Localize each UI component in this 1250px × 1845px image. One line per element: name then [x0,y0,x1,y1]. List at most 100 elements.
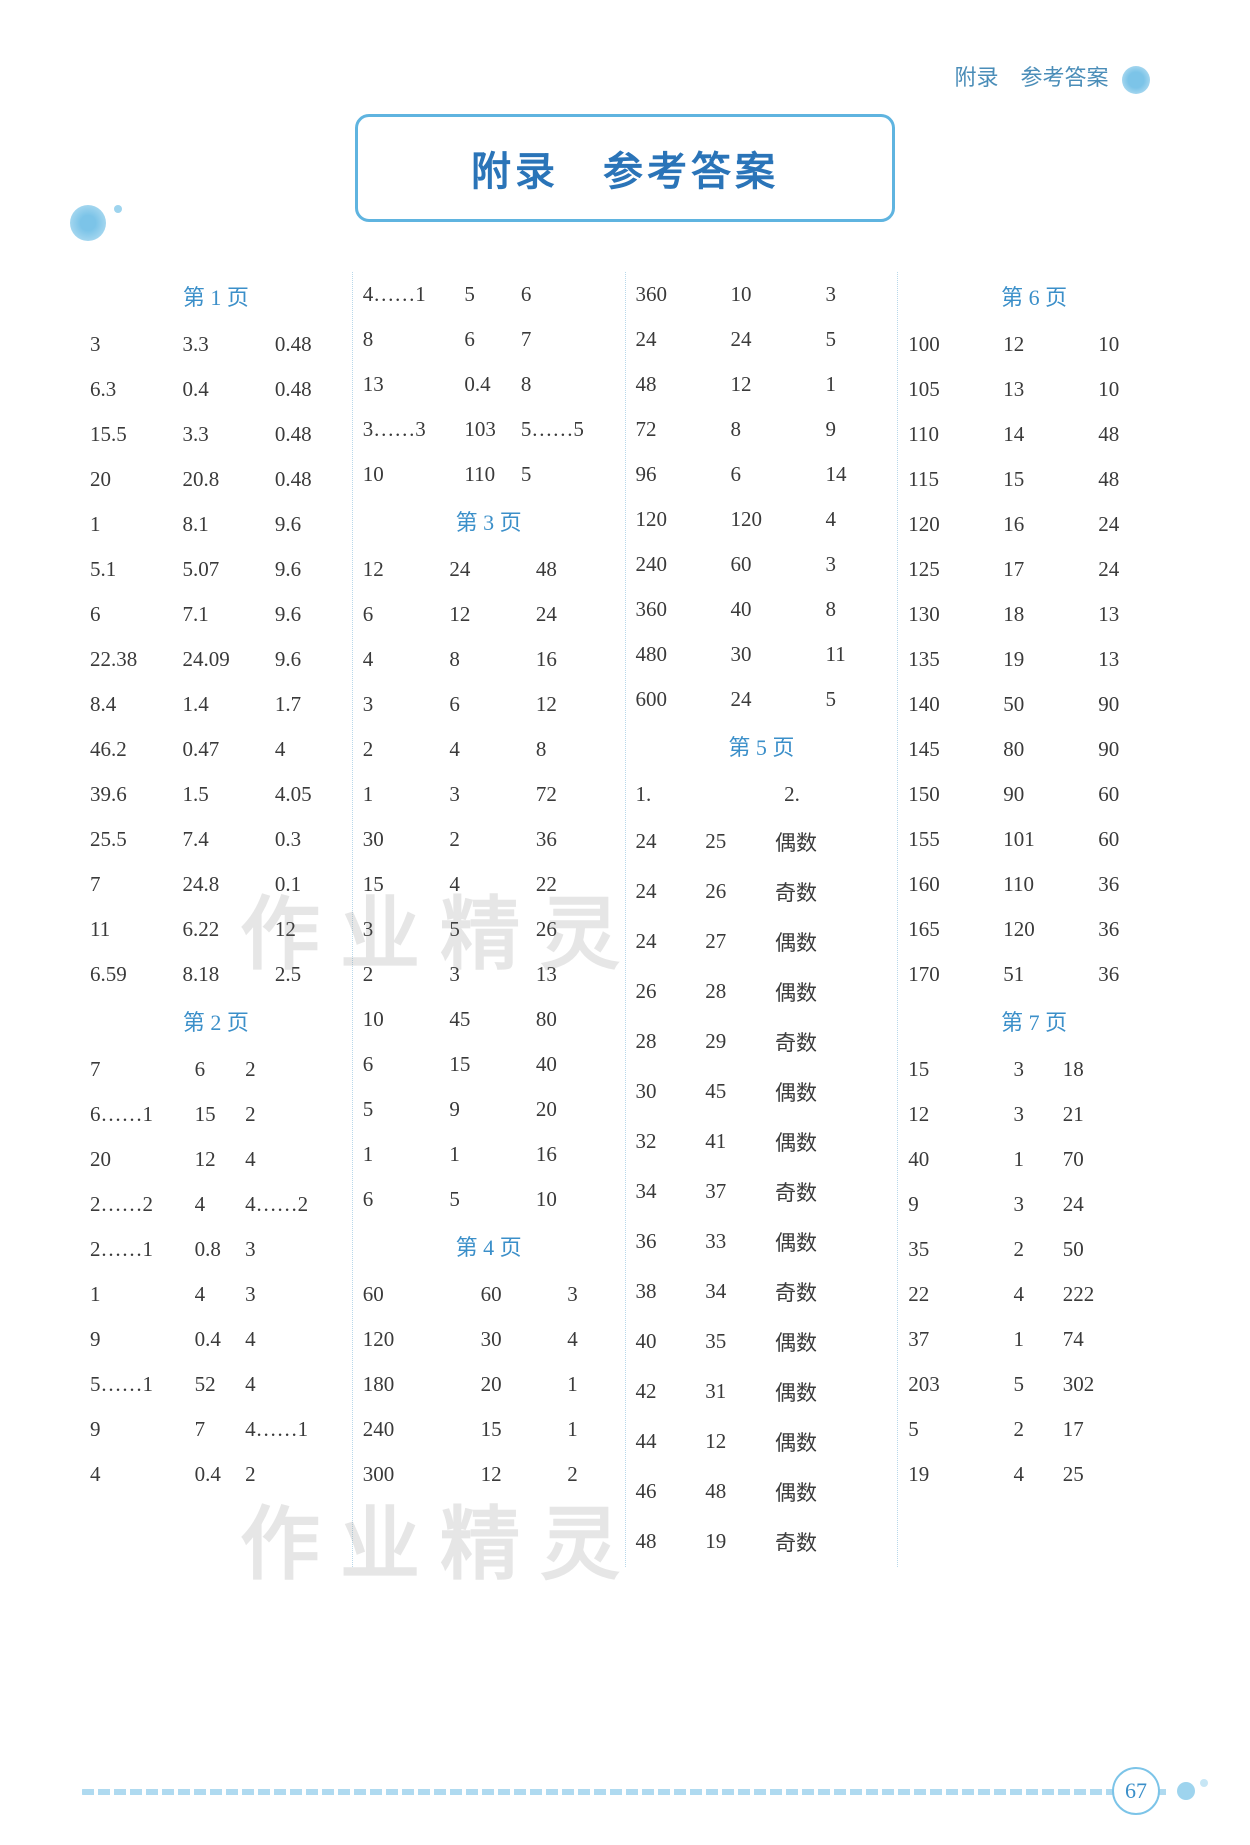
table-row: 2426奇数 [632,867,892,917]
table-page-7: 1531812321401709324352502242223717420353… [904,1047,1164,1497]
table-row: 61540 [359,1042,619,1087]
table-row: 35250 [904,1227,1164,1272]
table-page-5: 2425偶数2426奇数2427偶数2628偶数2829奇数3045偶数3241… [632,817,892,1567]
answer-cell: 25 [1059,1452,1164,1497]
answer-cell: 1 [563,1362,618,1407]
answer-cell: 0.4 [191,1452,241,1497]
table-row: 1351913 [904,637,1164,682]
table-row: 5217 [904,1407,1164,1452]
answer-cell: 240 [359,1407,477,1452]
answer-cell: 45 [445,997,532,1042]
answer-cell: 15 [999,457,1094,502]
answer-cell: 80 [532,997,619,1042]
table-row: 116.2212 [86,907,346,952]
table-row: 96614 [632,452,892,497]
table-row: 67.19.6 [86,592,346,637]
answer-cell: 7 [191,1407,241,1452]
column-2: 4……156867130.483……31035……5101105 第 3 页 1… [352,272,625,1567]
answer-cell: 48 [1094,457,1164,502]
answer-cell: 2 [241,1452,346,1497]
answer-cell: 奇数 [771,1167,891,1217]
answer-cell: 12 [532,682,619,727]
answer-cell: 300 [359,1452,477,1497]
table-row: 3633偶数 [632,1217,892,1267]
answer-cell: 28 [632,1017,702,1067]
table-row: 180201 [359,1362,619,1407]
answer-cell: 48 [532,547,619,592]
table-row: 974……1 [86,1407,346,1452]
answer-cell: 110 [904,412,999,457]
answer-cell: 25 [701,817,771,867]
answer-cell: 12 [445,592,532,637]
answer-cell: 9.6 [271,547,346,592]
answer-cell: 13 [359,362,461,407]
answer-cell: 19 [904,1452,1009,1497]
answer-cell: 5 [359,1087,446,1132]
answer-cell: 3 [1009,1182,1058,1227]
answer-cell: 3 [563,1272,618,1317]
table-row: 4231偶数 [632,1367,892,1417]
table-row: 40170 [904,1137,1164,1182]
answer-cell: 12 [727,362,822,407]
answer-cell: 125 [904,547,999,592]
answer-cell: 16 [532,1132,619,1177]
answer-cell: 6.22 [178,907,270,952]
answer-cell: 360 [632,587,727,632]
table-row: 3437奇数 [632,1167,892,1217]
answer-cell: 24 [632,917,702,967]
table-row: 46.20.474 [86,727,346,772]
answer-cell: 120 [999,907,1094,952]
table-row: 1372 [359,772,619,817]
answer-cell: 3 [822,272,892,317]
table-row: 1001210 [904,322,1164,367]
answer-cell: 1.4 [178,682,270,727]
answer-cell: 6 [86,592,178,637]
answer-cell: 24.09 [178,637,270,682]
answer-cell: 4 [445,727,532,772]
answer-cell: 36 [1094,952,1164,997]
answer-cell: 2 [445,817,532,862]
answer-cell: 10 [727,272,822,317]
answer-cell: 4 [359,637,446,682]
answer-cell: 4 [191,1182,241,1227]
answer-cell: 3.3 [178,322,270,367]
table-row: 248 [359,727,619,772]
answer-cell: 16 [532,637,619,682]
answer-cell: 110 [460,452,517,497]
heading-page-6: 第 6 页 [904,272,1164,322]
table-row: 2427偶数 [632,917,892,967]
answer-cell: 偶数 [771,1317,891,1367]
answer-cell: 105 [904,367,999,412]
table-row: 25.57.40.3 [86,817,346,862]
table-row: 240151 [359,1407,619,1452]
tbody: 2425偶数2426奇数2427偶数2628偶数2829奇数3045偶数3241… [632,817,892,1567]
answer-cell: 6 [727,452,822,497]
answer-cell: 21 [1059,1092,1164,1137]
table-row: 3834奇数 [632,1267,892,1317]
answer-cell: 302 [1059,1362,1164,1407]
answer-cell: 6 [517,272,619,317]
answer-cell: 1 [445,1132,532,1177]
answer-cell: 3 [86,322,178,367]
table-row: 600245 [632,677,892,722]
table-row: 1405090 [904,682,1164,727]
answer-cell: 4 [1009,1272,1058,1317]
answer-cell: 0.4 [191,1317,241,1362]
table-row: 3045偶数 [632,1067,892,1117]
subheading-1: 1. [632,772,743,817]
answer-cell: 5 [904,1407,1009,1452]
answer-cell: 30 [359,817,446,862]
table-row: 3526 [359,907,619,952]
answer-cell: 22 [904,1272,1009,1317]
page-number-badge: 67 [1112,1767,1160,1815]
answer-cell: 26 [632,967,702,1017]
answer-cell: 12 [271,907,346,952]
answer-cell: 1 [1009,1317,1058,1362]
answer-cell: 33 [701,1217,771,1267]
answer-cell: 3 [241,1227,346,1272]
answer-cell: 1 [359,1132,446,1177]
answer-cell: 0.4 [460,362,517,407]
answer-cell: 3 [445,772,532,817]
answer-cell: 42 [632,1367,702,1417]
answer-cell: 20.8 [178,457,270,502]
